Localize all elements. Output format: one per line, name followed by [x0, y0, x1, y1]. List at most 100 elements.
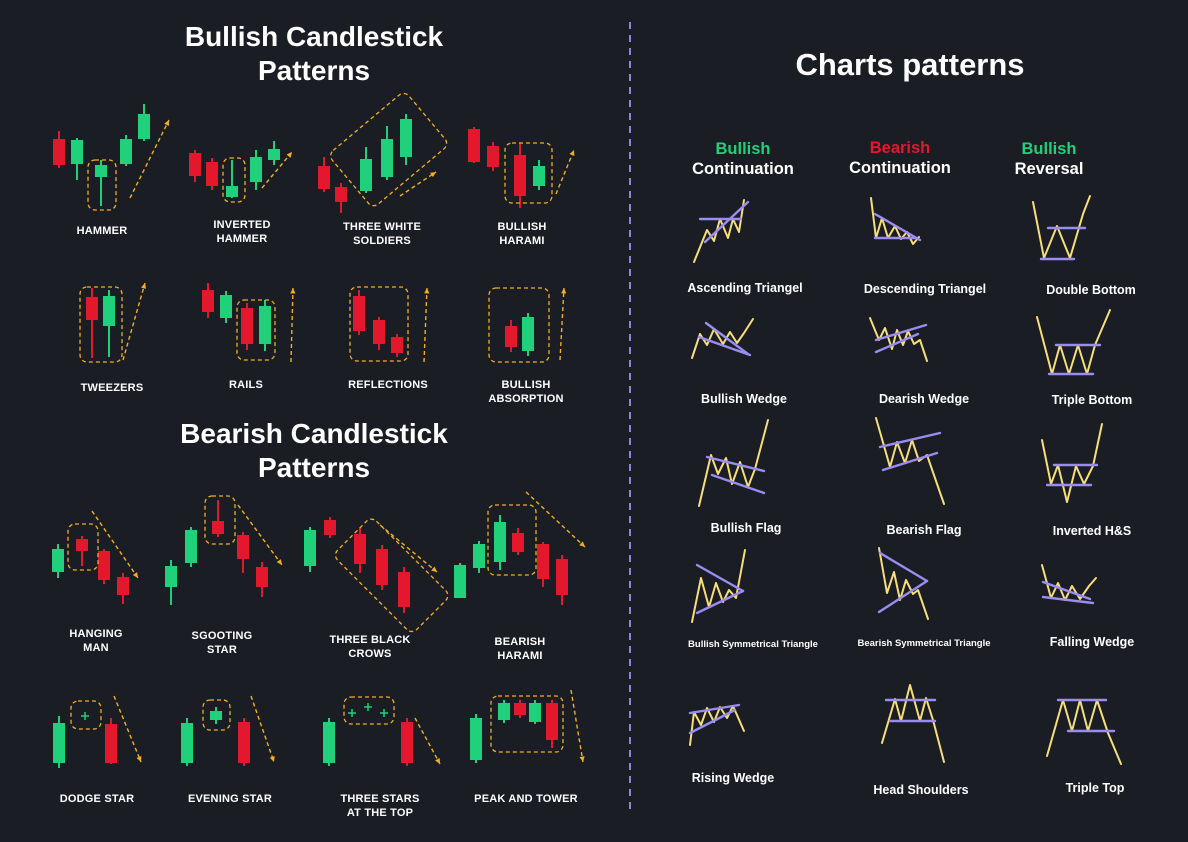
label-three-white-soldiers: THREE WHITE SOLDIERS — [343, 221, 421, 247]
trend-arrow — [525, 491, 586, 548]
bullish-candle — [259, 300, 271, 351]
bullish-candle — [522, 313, 534, 356]
label-hammer: HAMMER — [76, 225, 128, 237]
lower-trend-line — [1041, 595, 1095, 605]
bullish-candle — [120, 135, 132, 166]
bearish-candle — [189, 150, 201, 182]
highlight-box — [236, 299, 276, 361]
bearish-candle — [401, 718, 413, 766]
bearish-candle — [86, 288, 98, 358]
bearish-candle — [514, 700, 526, 718]
trend-arrow — [423, 287, 428, 363]
price-line — [698, 419, 769, 507]
label-shooting-star: SGOOTING STAR — [191, 630, 253, 656]
highlight-box — [202, 699, 231, 731]
label-bullish-wedge: Bullish Wedge — [701, 392, 787, 406]
price-line — [878, 547, 929, 620]
bullish-candle — [95, 160, 107, 206]
trend-arrow — [555, 149, 575, 195]
arrow-head — [579, 756, 585, 762]
bearish-candle — [546, 700, 558, 748]
label-peak-and-tower: PEAK AND TOWER — [474, 793, 578, 805]
label-three-black-crows: THREE BLACK CROWS — [329, 634, 411, 660]
column-header-bearish-continuation: Bearish Continuation — [830, 138, 970, 178]
arrow-head — [431, 566, 437, 572]
upper-flag-line — [705, 455, 766, 473]
highlight-box — [487, 504, 537, 576]
lower-flag-line — [881, 451, 939, 472]
arrow-head — [290, 288, 296, 294]
column-name: Reversal — [1014, 160, 1084, 178]
bullish-candle — [304, 527, 316, 572]
bearish-candle — [324, 517, 336, 538]
label-falling-wedge: Falling Wedge — [1049, 635, 1135, 649]
bearish-candle — [398, 567, 410, 613]
bearish-candle — [212, 500, 224, 537]
label-three-stars-at-the-top: THREE STARS AT THE TOP — [340, 793, 420, 819]
upper-trend-line — [874, 323, 928, 342]
trend-arrow — [379, 524, 438, 573]
price-line — [691, 549, 746, 623]
price-line — [881, 684, 945, 763]
label-hanging-man: HANGING MAN — [69, 628, 123, 654]
bearish-candle — [376, 545, 388, 590]
label-head-shoulders: Head Shoulders — [873, 783, 969, 797]
arrow-head — [269, 756, 275, 762]
section-divider — [629, 22, 631, 812]
label-bullish-flag: Bullish Flag — [710, 521, 782, 535]
bullish-candle — [103, 290, 115, 357]
bearish-candle — [354, 528, 366, 573]
arrow-head — [579, 541, 585, 547]
doji-star — [348, 709, 356, 717]
arrow-head — [424, 288, 430, 294]
trend-arrow — [237, 504, 283, 566]
bearish-candle — [335, 183, 347, 213]
lower-trend-line — [874, 332, 920, 354]
upper-flag-line — [878, 431, 942, 449]
bullish-candle — [454, 563, 466, 598]
trend-arrow — [559, 287, 565, 361]
upper-trend-line — [1041, 580, 1092, 601]
column-tag: Bullish — [715, 140, 771, 158]
arrow-head — [132, 572, 138, 578]
highlight-box — [490, 695, 564, 753]
highlight-box — [222, 157, 246, 203]
bearish-candle — [353, 290, 365, 335]
highlight-box — [488, 287, 550, 363]
trend-arrow — [290, 287, 294, 363]
price-line — [869, 317, 928, 362]
upper-trend-line — [878, 551, 929, 583]
bearish-candle — [98, 549, 110, 584]
highlight-box — [87, 159, 117, 211]
highlight-box — [504, 142, 553, 204]
bearish-candle — [468, 127, 480, 163]
bullish-candle — [226, 160, 238, 198]
label-bearish-wedge: Dearish Wedge — [878, 392, 970, 406]
bearish-candle — [53, 131, 65, 168]
label-bearish-symmetrical-triangle: Bearish Symmetrical Triangle — [857, 638, 991, 649]
charts-patterns-title: Charts patterns — [795, 47, 1025, 82]
trend-arrow — [399, 171, 437, 197]
bullish-candle — [498, 700, 510, 723]
column-header-bullish-continuation: Bullish Continuation — [673, 139, 813, 179]
bullish-candle — [165, 560, 177, 605]
column-name: Continuation — [692, 160, 794, 178]
doji-star — [364, 703, 372, 711]
arrow-head — [430, 172, 436, 178]
label-triple-top: Triple Top — [1065, 781, 1125, 795]
label-inverted-hs: Inverted H&S — [1052, 524, 1132, 538]
bullish-candle — [323, 718, 335, 766]
bullish-candle — [268, 141, 280, 165]
label-descending-triangle: Descending Triangel — [863, 282, 987, 296]
label-tweezers: TWEEZERS — [80, 382, 144, 394]
price-line — [1041, 564, 1097, 601]
bearish-candle — [206, 158, 218, 190]
bearish-candle — [238, 718, 250, 766]
bearish-candle — [256, 562, 268, 597]
bearish-candle — [76, 536, 88, 566]
chart-pattern-figures — [688, 195, 1122, 765]
bearish-candle — [505, 320, 517, 352]
trend-arrow — [414, 717, 441, 765]
label-dodge-star: DODGE STAR — [59, 793, 135, 805]
bearish-candle — [373, 317, 385, 350]
